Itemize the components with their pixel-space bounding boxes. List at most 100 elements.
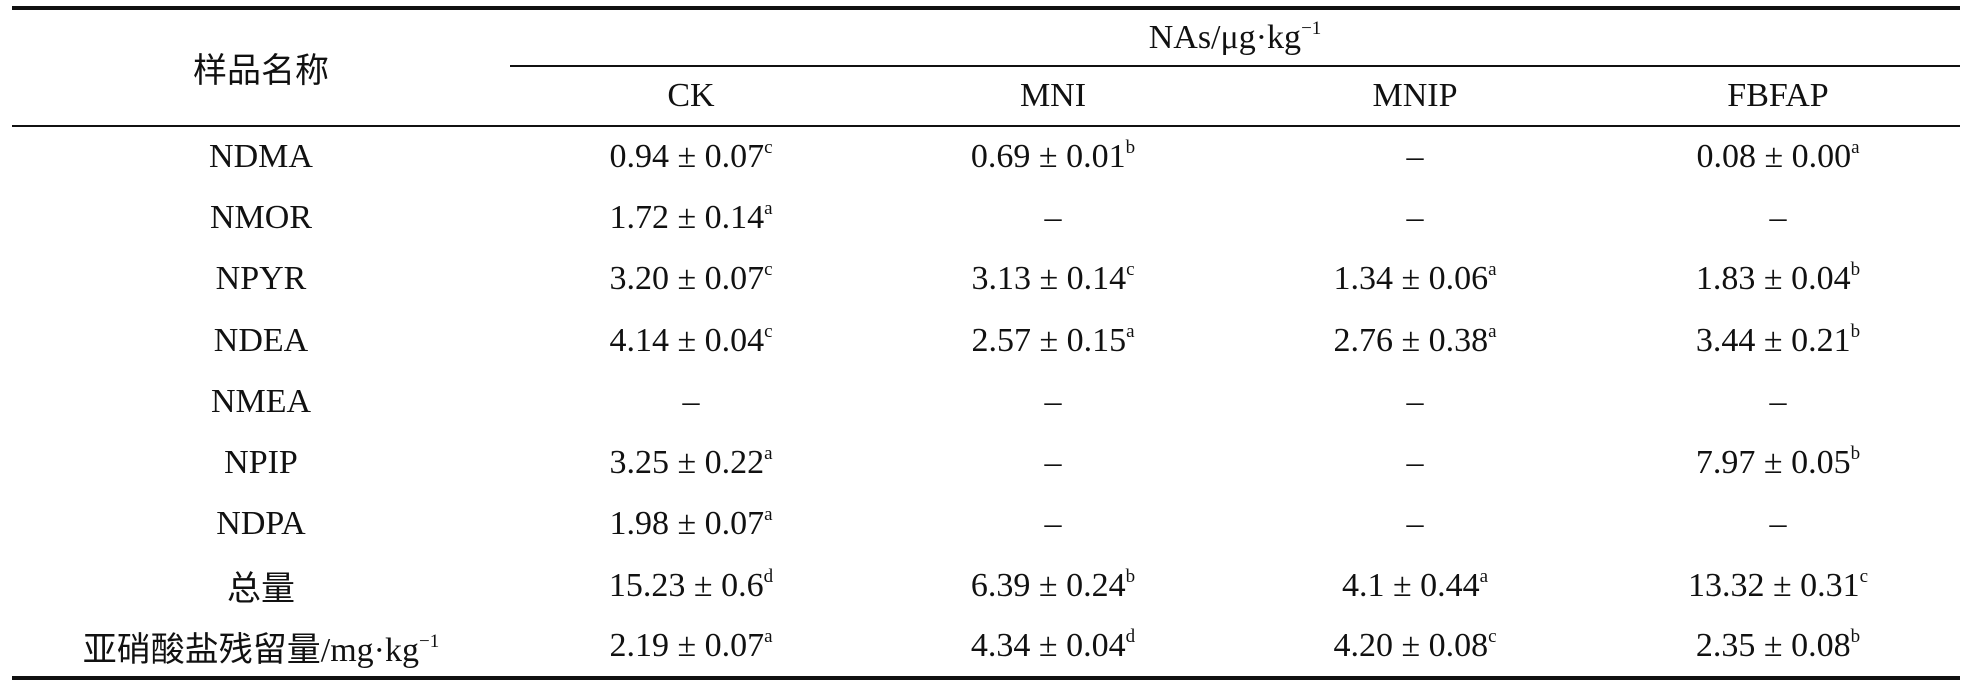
corner-header-text: 样品名称 [193, 53, 329, 90]
table-cell: – [872, 494, 1234, 555]
table-row: NDPA 1.98 ± 0.07a – – – [12, 494, 1960, 555]
table-cell: – [1234, 126, 1596, 187]
cell-value: 3.44 ± 0.21 [1695, 321, 1851, 359]
row-label: NDEA [12, 310, 510, 371]
cell-value: – [1406, 505, 1424, 543]
significance-letter: a [764, 443, 773, 465]
significance-letter: a [764, 197, 773, 219]
column-header-ck: CK [510, 66, 872, 127]
table-cell: 13.32 ± 0.31c [1596, 555, 1960, 616]
table-cell: 0.08 ± 0.00a [1596, 126, 1960, 187]
table-cell: 1.83 ± 0.04b [1596, 249, 1960, 310]
significance-letter: c [1488, 626, 1497, 648]
data-table: 样品名称 NAs/μg·kg−1 CK MNI MNIP FBFAP NDMA 0… [12, 6, 1960, 680]
table-cell: 7.97 ± 0.05b [1596, 432, 1960, 493]
significance-letter: a [764, 626, 773, 648]
significance-letter: c [1126, 259, 1135, 281]
table-cell: 2.57 ± 0.15a [872, 310, 1234, 371]
row-label-text: NPYR [215, 260, 307, 298]
table-cell: – [1234, 432, 1596, 493]
row-label-text: NDPA [216, 505, 306, 543]
table-body: NDMA 0.94 ± 0.07c 0.69 ± 0.01b –0.08 ± 0.00… [12, 126, 1960, 680]
header-row-columns: CK MNI MNIP FBFAP [12, 66, 1960, 127]
cell-value: 4.20 ± 0.08 [1333, 627, 1489, 665]
table-cell: 3.25 ± 0.22a [510, 432, 872, 493]
table-cell: – [872, 187, 1234, 248]
cell-value: 2.35 ± 0.08 [1695, 627, 1851, 665]
table-cell: – [510, 371, 872, 432]
row-label: 亚硝酸盐残留量/mg·kg−1 [12, 616, 510, 680]
significance-letter: b [1125, 565, 1136, 587]
row-label-text: 总量 [227, 571, 295, 609]
table-cell: 3.20 ± 0.07c [510, 249, 872, 310]
table-cell: – [1596, 494, 1960, 555]
cell-value: – [1406, 198, 1424, 236]
row-label-sup: −1 [419, 630, 440, 652]
table-cell: 4.20 ± 0.08c [1234, 616, 1596, 680]
group-header-text: NAs/μg·kg [1148, 18, 1302, 56]
significance-letter: b [1850, 443, 1861, 465]
row-label: NDPA [12, 494, 510, 555]
table-cell: – [1234, 494, 1596, 555]
cell-value: 13.32 ± 0.31 [1687, 566, 1860, 604]
cell-value: 1.83 ± 0.04 [1695, 260, 1851, 298]
row-label: NPIP [12, 432, 510, 493]
row-label: 总量 [12, 555, 510, 616]
table-row: NPIP 3.25 ± 0.22a – – 7.97 ± 0.05b [12, 432, 1960, 493]
table-row: NDEA 4.14 ± 0.04c 2.57 ± 0.15a 2.76 ± 0.38a… [12, 310, 1960, 371]
header-row-group: 样品名称 NAs/μg·kg−1 [12, 6, 1960, 127]
cell-value: 1.98 ± 0.07 [609, 505, 765, 543]
table-cell: 15.23 ± 0.6d [510, 555, 872, 616]
cell-value: 4.14 ± 0.04 [609, 321, 765, 359]
cell-value: 2.19 ± 0.07 [609, 627, 765, 665]
row-label: NMEA [12, 371, 510, 432]
column-header-fbfap: FBFAP [1596, 66, 1960, 127]
significance-letter: a [764, 504, 773, 526]
cell-value: 2.76 ± 0.38 [1333, 321, 1489, 359]
cell-value: 4.1 ± 0.44 [1341, 566, 1480, 604]
table-cell: 1.98 ± 0.07a [510, 494, 872, 555]
table-cell: 6.39 ± 0.24b [872, 555, 1234, 616]
cell-value: 4.34 ± 0.04 [970, 627, 1126, 665]
table-cell: – [1234, 371, 1596, 432]
table-cell: – [872, 432, 1234, 493]
table-cell: 4.1 ± 0.44a [1234, 555, 1596, 616]
column-header-mni: MNI [872, 66, 1234, 127]
row-label-text: NPIP [224, 444, 298, 482]
row-label: NPYR [12, 249, 510, 310]
significance-letter: a [1488, 320, 1497, 342]
significance-letter: b [1850, 320, 1861, 342]
table-cell: 2.35 ± 0.08b [1596, 616, 1960, 680]
significance-letter: c [764, 137, 773, 159]
cell-value: – [1406, 382, 1424, 420]
cell-value: 3.20 ± 0.07 [609, 260, 765, 298]
significance-letter: d [1125, 626, 1136, 648]
significance-letter: c [764, 259, 773, 281]
significance-letter: c [1859, 565, 1869, 587]
table-cell: 0.94 ± 0.07c [510, 126, 872, 187]
cell-value: 7.97 ± 0.05 [1695, 444, 1851, 482]
row-label-text: NMEA [210, 382, 312, 420]
cell-value: 3.13 ± 0.14 [971, 260, 1127, 298]
table-row: 总量 15.23 ± 0.6d 6.39 ± 0.24b 4.1 ± 0.44a 13.… [12, 555, 1960, 616]
row-label-text: 亚硝酸盐残留量/mg·kg [82, 631, 419, 669]
significance-letter: c [764, 320, 773, 342]
cell-value: – [1044, 198, 1062, 236]
table-cell: 1.34 ± 0.06a [1234, 249, 1596, 310]
row-label-text: NDMA [209, 138, 313, 176]
cell-value: – [1044, 444, 1062, 482]
table-cell: 4.14 ± 0.04c [510, 310, 872, 371]
cell-value: – [1406, 138, 1424, 176]
table-cell: 4.34 ± 0.04d [872, 616, 1234, 680]
significance-letter: a [1851, 137, 1860, 159]
table-row: NPYR 3.20 ± 0.07c 3.13 ± 0.14c 1.34 ± 0.06a… [12, 249, 1960, 310]
cell-value: 1.34 ± 0.06 [1333, 260, 1489, 298]
table-cell: – [1234, 187, 1596, 248]
significance-letter: a [1126, 320, 1135, 342]
cell-value: – [1769, 382, 1787, 420]
cell-value: – [1044, 505, 1062, 543]
table-row: 亚硝酸盐残留量/mg·kg−1 2.19 ± 0.07a 4.34 ± 0.04d 4… [12, 616, 1960, 680]
column-header-mnip: MNIP [1234, 66, 1596, 127]
significance-letter: a [1479, 565, 1489, 587]
table-row: NMOR 1.72 ± 0.14a – – – [12, 187, 1960, 248]
